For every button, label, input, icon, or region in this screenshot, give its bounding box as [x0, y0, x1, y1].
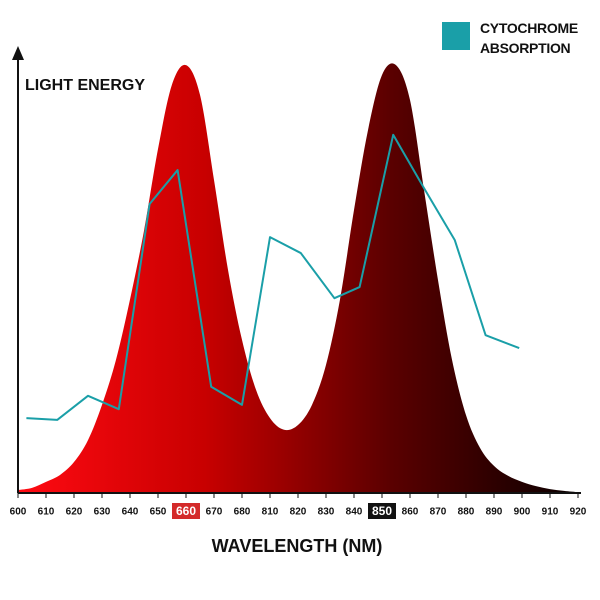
x-tick-label: 880	[458, 507, 475, 518]
x-tick-highlight	[172, 503, 200, 519]
x-tick-label: 900	[514, 507, 531, 518]
x-tick-label: 920	[570, 507, 587, 518]
x-tick-label: 830	[318, 507, 335, 518]
absorption-line	[26, 133, 520, 421]
y-axis-arrow	[12, 46, 24, 60]
x-tick-label: 820	[290, 507, 307, 518]
x-tick-label: 850	[372, 504, 392, 518]
legend-swatch	[442, 22, 470, 50]
x-tick-label: 680	[234, 507, 251, 518]
x-tick-label: 860	[402, 507, 419, 518]
x-tick-label: 890	[486, 507, 503, 518]
light-energy-area	[18, 63, 578, 493]
x-tick-highlight	[368, 503, 396, 519]
x-tick-label: 630	[94, 507, 111, 518]
x-tick-label: 810	[262, 507, 279, 518]
x-tick-label: 620	[66, 507, 83, 518]
x-tick-label: 610	[38, 507, 55, 518]
x-tick-label: 670	[206, 507, 223, 518]
x-tick-label: 870	[430, 507, 447, 518]
x-tick-label: 600	[10, 507, 27, 518]
legend: CYTOCHROME ABSORPTION	[442, 18, 592, 58]
x-tick-label: 640	[122, 507, 139, 518]
legend-label: CYTOCHROME ABSORPTION	[480, 20, 578, 56]
x-tick-label: 650	[150, 507, 167, 518]
x-axis-label: WAVELENGTH (NM)	[212, 536, 383, 556]
x-tick-label: 910	[542, 507, 559, 518]
x-tick-label: 660	[176, 504, 196, 518]
y-axis-label: LIGHT ENERGY	[25, 77, 145, 94]
x-tick-label: 840	[346, 507, 363, 518]
